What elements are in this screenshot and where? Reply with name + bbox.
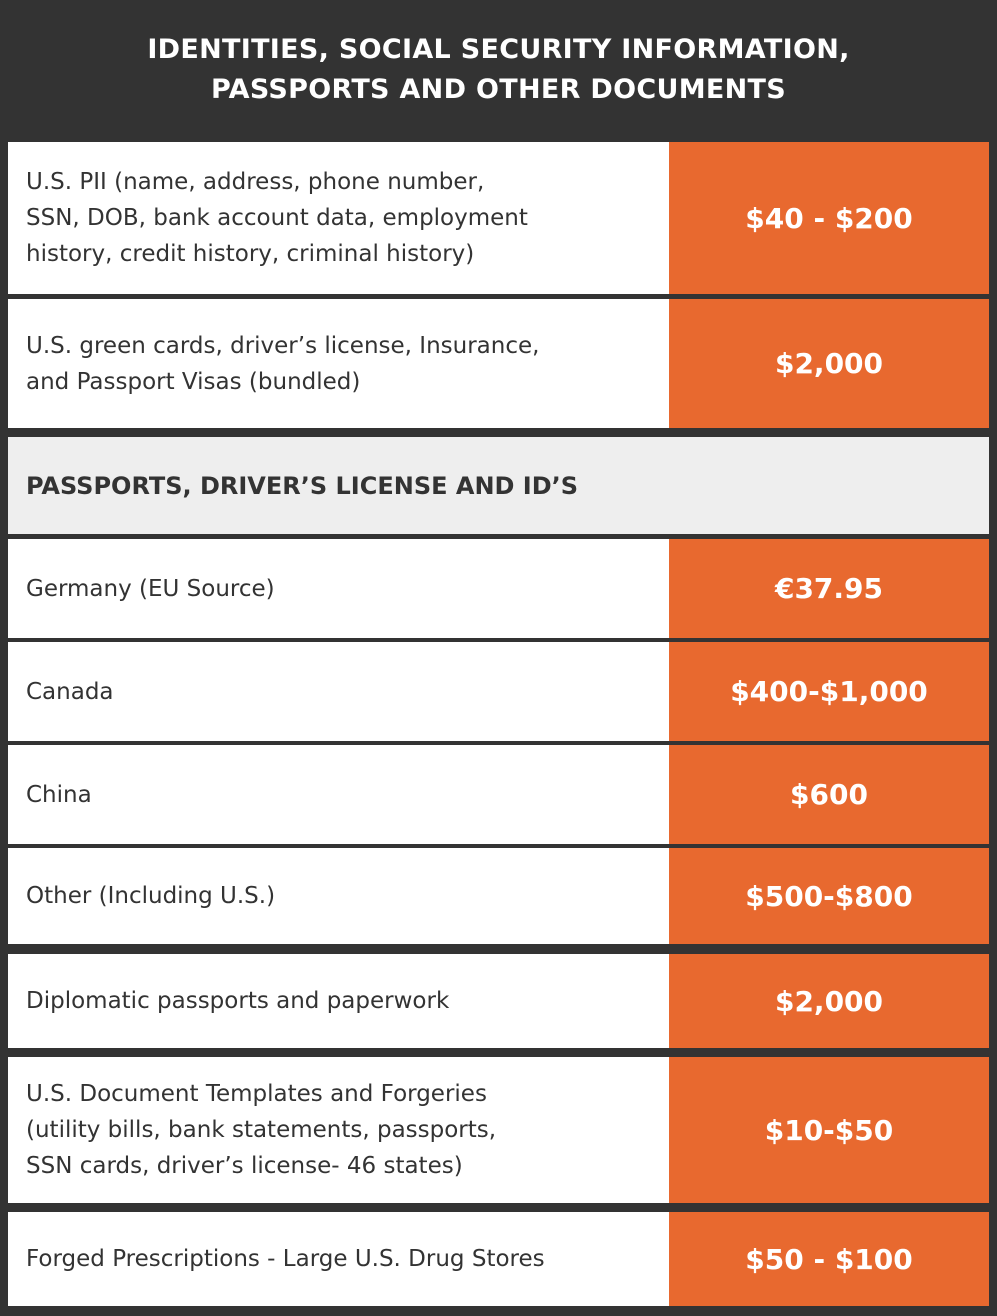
row-label: U.S. Document Templates and Forgeries (u… <box>8 1057 669 1203</box>
row-label: Forged Prescriptions - Large U.S. Drug S… <box>8 1212 669 1306</box>
row-label-line: and Passport Visas (bundled) <box>26 368 361 395</box>
row-label-line: China <box>26 781 92 808</box>
row-label-line: Germany (EU Source) <box>26 575 275 602</box>
row-price: $10-$50 <box>669 1057 989 1203</box>
table-row: Other (Including U.S.) $500-$800 <box>8 848 989 944</box>
row-label-line: Other (Including U.S.) <box>26 883 276 909</box>
row-label: Other (Including U.S.) <box>8 848 669 944</box>
row-price: $600 <box>669 745 989 844</box>
title-line-2: PASSPORTS AND OTHER DOCUMENTS <box>211 74 786 105</box>
row-label-line: SSN cards, driver’s license- 46 states) <box>26 1153 463 1179</box>
table-row: U.S. Document Templates and Forgeries (u… <box>8 1057 989 1203</box>
row-price: €37.95 <box>669 539 989 638</box>
table-row: U.S. PII (name, address, phone number, S… <box>8 142 989 294</box>
title-line-1: IDENTITIES, SOCIAL SECURITY INFORMATION, <box>147 34 850 65</box>
row-label: China <box>8 745 669 844</box>
row-label: Germany (EU Source) <box>8 539 669 638</box>
table-row: China $600 <box>8 745 989 844</box>
table-title: IDENTITIES, SOCIAL SECURITY INFORMATION,… <box>0 0 997 140</box>
row-price: $400-$1,000 <box>669 642 989 741</box>
row-label-line: (utility bills, bank statements, passpor… <box>26 1117 497 1143</box>
row-price: $50 - $100 <box>669 1212 989 1306</box>
row-label-line: history, credit history, criminal histor… <box>26 241 475 267</box>
table-row: Canada $400-$1,000 <box>8 642 989 741</box>
row-label-line: U.S. green cards, driver’s license, Insu… <box>26 332 540 359</box>
row-label: Diplomatic passports and paperwork <box>8 954 669 1048</box>
row-label: Canada <box>8 642 669 741</box>
row-label-line: U.S. Document Templates and Forgeries <box>26 1081 487 1107</box>
row-price: $40 - $200 <box>669 142 989 294</box>
row-label-line: Forged Prescriptions - Large U.S. Drug S… <box>26 1246 545 1272</box>
section-header: PASSPORTS, DRIVER’S LICENSE AND ID’S <box>8 437 989 534</box>
row-label-line: SSN, DOB, bank account data, employment <box>26 205 528 231</box>
row-label: U.S. PII (name, address, phone number, S… <box>8 142 669 294</box>
row-label-line: Canada <box>26 678 114 705</box>
row-price: $2,000 <box>669 954 989 1048</box>
row-label-line: U.S. PII (name, address, phone number, <box>26 169 485 195</box>
row-label-line: Diplomatic passports and paperwork <box>26 988 450 1014</box>
table-row: Germany (EU Source) €37.95 <box>8 539 989 638</box>
table-row: U.S. green cards, driver’s license, Insu… <box>8 299 989 428</box>
row-price: $500-$800 <box>669 848 989 944</box>
row-price: $2,000 <box>669 299 989 428</box>
row-label: U.S. green cards, driver’s license, Insu… <box>8 299 669 428</box>
table-row: Diplomatic passports and paperwork $2,00… <box>8 954 989 1048</box>
table-row: Forged Prescriptions - Large U.S. Drug S… <box>8 1212 989 1306</box>
